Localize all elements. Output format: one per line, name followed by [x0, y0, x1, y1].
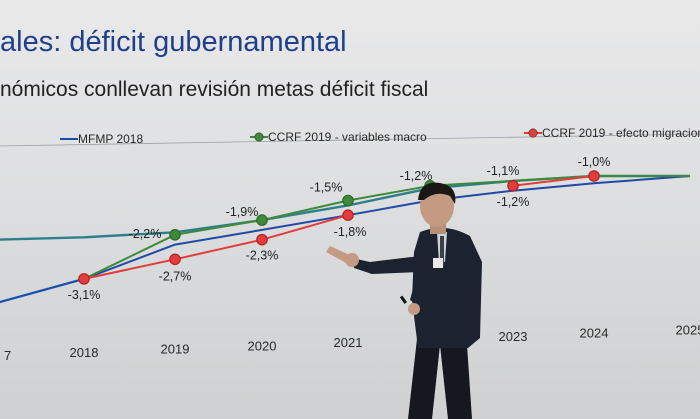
legend-label: CCRF 2019 - variables macro: [268, 130, 427, 144]
marker-ccrf-2019-efecto-migracion-2024: [588, 170, 600, 182]
data-label-2021-ccrf-2019-efecto-migracion: -1,8%: [334, 225, 367, 239]
x-axis-ticks: 7 2018 2019 2020 2021 2023 2024 2025: [4, 322, 700, 363]
x-tick-2025: 2025: [676, 322, 700, 337]
marker-ccrf-2019-variables-macro-2021: [342, 194, 354, 207]
legend-item-ccrf-2019-variables-macro: CCRF 2019 - variables macro: [250, 130, 427, 144]
data-label-2020-ccrf-2019-efecto-migracion: -2,3%: [246, 249, 279, 263]
legend-swatch-marker: [528, 128, 538, 138]
data-label-2019-ccrf-2019-efecto-migracion: -2,7%: [159, 269, 192, 283]
x-tick-2023: 2023: [499, 329, 528, 344]
data-labels: -3,1% -2,2% -2,7% -1,9% -2,3% -1,5% -1,8% -1,2%…: [68, 155, 611, 302]
marker-ccrf-2019-variables-macro-2020: [256, 214, 268, 226]
marker-ccrf-2019-variables-macro-2019: [169, 229, 181, 241]
slide-title: ales: déficit gubernamental: [0, 26, 347, 58]
marker-ccrf-2019-efecto-migracion-2019: [169, 253, 181, 266]
data-label-2022-ccrf-2019-variables-macro: -1,2%: [400, 169, 433, 183]
marker-ccrf-2019-efecto-migracion-2023: [507, 180, 519, 192]
data-label-2018-ccrf-2019-efecto-migracion: -3,1%: [68, 288, 101, 302]
data-label-2023-ccrf-2019-efecto-migracion: -1,2%: [497, 195, 530, 209]
legend-rule: [0, 133, 700, 147]
marker-ccrf-2019-efecto-migracion-2020: [256, 233, 268, 246]
data-label-2019-ccrf-2019-variables-macro: -2,2%: [129, 227, 162, 241]
marker-ccrf-2019-efecto-migracion-2021: [342, 209, 354, 221]
legend-label: MFMP 2018: [78, 132, 143, 146]
x-tick-2021: 2021: [334, 335, 363, 350]
marker-ccrf-2019-efecto-migracion-2018: [78, 273, 90, 285]
slide-subtitle: nómicos conllevan revisión metas déficit…: [0, 78, 429, 101]
x-tick-7: 7: [4, 348, 11, 363]
data-label-2024-ccrf-2019-efecto-migracion: -1,0%: [578, 155, 611, 169]
data-label-2021-ccrf-2019-variables-macro: -1,5%: [310, 181, 343, 195]
legend-swatch-marker: [254, 132, 264, 142]
legend-label: CCRF 2019 - efecto migracion: [542, 126, 700, 140]
series-line-ccrf-2019-efecto-migracion: [83, 175, 595, 280]
legend: MFMP 2018 CCRF 2019 - variables macro CCRF…: [0, 126, 700, 147]
x-tick-2020: 2020: [248, 338, 277, 353]
legend-item-mfmp-2018: MFMP 2018: [60, 132, 143, 146]
x-tick-2018: 2018: [70, 345, 99, 360]
x-tick-2024: 2024: [580, 326, 609, 341]
data-label-2020-ccrf-2019-variables-macro: -1,9%: [226, 205, 259, 219]
legend-item-ccrf-2019-efecto-migracion: CCRF 2019 - efecto migracion: [524, 126, 700, 140]
x-tick-2019: 2019: [161, 342, 190, 357]
data-label-2023-ccrf-2019-variables-macro: -1,1%: [487, 164, 520, 178]
